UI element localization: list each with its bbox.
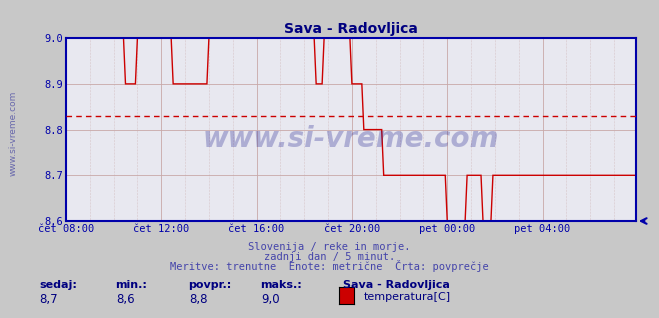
Title: Sava - Radovljica: Sava - Radovljica	[284, 22, 418, 36]
Text: 8,6: 8,6	[117, 293, 135, 306]
Text: Sava - Radovljica: Sava - Radovljica	[343, 280, 449, 290]
Text: 8,7: 8,7	[40, 293, 58, 306]
Text: 8,8: 8,8	[189, 293, 208, 306]
Text: 9,0: 9,0	[262, 293, 280, 306]
Text: Slovenija / reke in morje.: Slovenija / reke in morje.	[248, 242, 411, 252]
Text: povpr.:: povpr.:	[188, 280, 231, 290]
Text: maks.:: maks.:	[260, 280, 302, 290]
Text: min.:: min.:	[115, 280, 147, 290]
Text: sedaj:: sedaj:	[40, 280, 77, 290]
Text: zadnji dan / 5 minut.: zadnji dan / 5 minut.	[264, 252, 395, 262]
Text: temperatura[C]: temperatura[C]	[364, 292, 451, 301]
Text: Meritve: trenutne  Enote: metrične  Črta: povprečje: Meritve: trenutne Enote: metrične Črta: …	[170, 260, 489, 272]
Text: www.si-vreme.com: www.si-vreme.com	[9, 91, 18, 176]
Text: www.si-vreme.com: www.si-vreme.com	[203, 125, 499, 153]
